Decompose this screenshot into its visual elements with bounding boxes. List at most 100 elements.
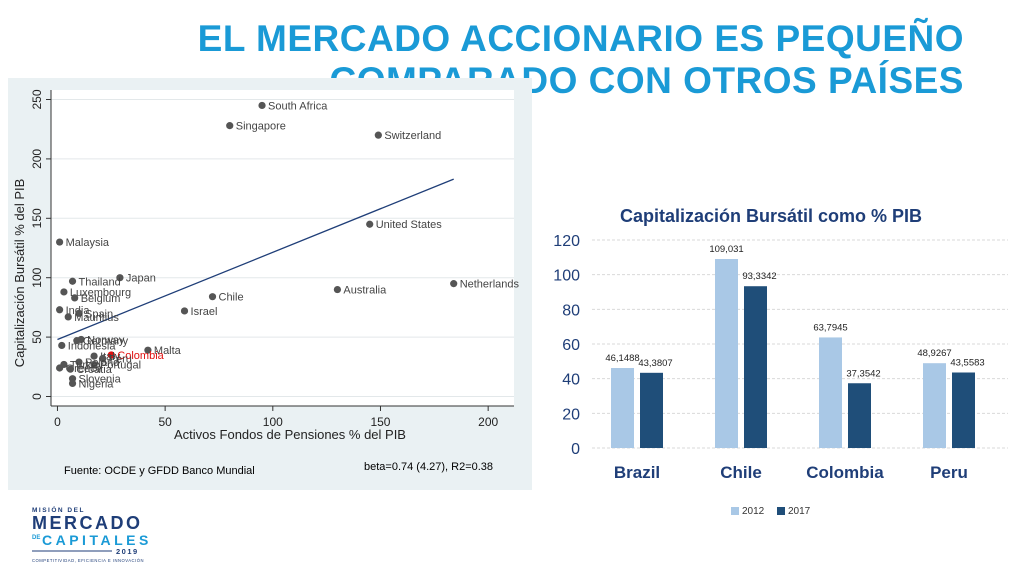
y-tick-label: 250 [30,89,44,109]
bar-value-label: 43,3807 [638,358,672,369]
point-label: Germany [83,336,129,348]
bar-2017 [744,286,767,448]
bar-value-label: 37,3542 [846,368,880,379]
y-tick-label: 20 [562,406,580,423]
point-label: Slovenia [79,374,122,386]
point-label: Chile [219,292,244,304]
point-label: Mauritius [74,312,119,324]
x-tick-label: 100 [263,415,283,429]
data-point [56,238,64,246]
logo-line-2: MERCADO [32,513,143,533]
x-tick-label: 150 [370,415,390,429]
slide-title: EL MERCADO ACCIONARIO ES PEQUEÑO COMPARA… [198,18,964,102]
category-label: Chile [720,463,762,482]
mision-mercado-capitales-logo: MISIÓN DEL MERCADO DE CAPITALES 2019 COM… [30,505,170,571]
legend-label: 2012 [742,506,765,517]
logo-line-1: MISIÓN DEL [32,505,85,514]
bar-value-label: 43,5583 [950,357,984,368]
data-point [144,346,152,354]
data-point [180,307,189,315]
data-point [66,365,74,373]
data-point [226,122,234,130]
point-label: Thailand [79,276,121,288]
point-label: Greece [66,363,102,375]
x-tick-label: 50 [158,415,172,429]
y-tick-label: 100 [553,268,580,285]
point-label: Nigeria [79,378,115,390]
data-point [107,351,115,359]
point-label: Israel [191,306,218,318]
x-tick-label: 0 [54,415,61,429]
scatter-chart-panel: 0 50 100 150 200 250 0 50 100 150 200 South Africa… [8,78,532,490]
y-tick-label: 60 [562,337,580,354]
y-tick-label: 0 [30,393,44,400]
data-point [75,358,83,366]
data-point [99,354,107,363]
y-tick-label: 200 [30,149,44,169]
bar-value-label: 63,7945 [813,322,847,333]
logo-line-4: CAPITALES [42,532,152,548]
legend-swatch [731,507,739,515]
bar-2012 [715,259,738,448]
data-point [58,341,66,350]
point-label: Colombia [117,350,164,362]
legend-swatch [777,507,785,515]
bar-value-label: 93,3342 [742,271,776,282]
data-point [333,285,342,294]
point-label: Turkey [70,359,104,371]
data-point [366,220,374,228]
point-label: Belgium [81,293,121,305]
bar-chart-panel: Capitalización Bursátil como % PIB 0 20 40… [540,196,1010,532]
data-point [90,352,98,360]
fit-line [57,178,454,341]
logo-line-3: DE [32,535,40,541]
y-tick-label: 120 [553,233,580,250]
data-point [208,293,217,301]
y-tick-label: 80 [562,302,580,319]
point-label: Indonesia [68,340,117,352]
legend-label: 2017 [788,506,811,517]
point-label: Malta [154,345,182,357]
scatter-chart: 0 50 100 150 200 250 0 50 100 150 200 South Africa… [12,89,520,477]
point-label: Switzerland [384,130,441,142]
data-point [450,280,458,288]
bar-value-label: 109,031 [709,244,743,255]
point-label: Netherlands [460,279,520,291]
category-label: Brazil [614,463,660,482]
point-label: Japan [126,273,156,285]
point-label: Peru [109,353,132,365]
data-point [71,294,79,302]
point-label: Croatia [76,364,112,376]
point-label: Malaysia [66,237,110,249]
point-label: Australia [343,285,387,297]
data-point [56,306,64,314]
y-tick-label: 100 [30,267,44,287]
title-line-1: EL MERCADO ACCIONARIO ES PEQUEÑO [197,18,964,59]
data-point [258,101,266,110]
data-point [64,313,72,321]
y-axis-label: Capitalización Bursátil % del PIB [12,179,27,368]
data-point [68,379,77,388]
logo-line-6: COMPETITIVIDAD, EFICIENCIA E INNOVACIÓN [32,558,144,563]
point-label: Norway [87,334,125,346]
bar-value-label: 46,1488 [605,353,639,364]
y-tick-label: 40 [562,372,580,389]
bar-2012 [819,337,842,448]
point-label: Spain [85,308,113,320]
data-point [56,364,64,372]
y-tick-label: 50 [30,330,44,344]
bar-2012 [923,363,946,448]
data-point [90,360,98,369]
logo-graphic: MISIÓN DEL MERCADO DE CAPITALES 2019 COM… [32,505,152,563]
bar-2017 [640,372,663,448]
category-label: Colombia [806,463,884,482]
bar-2017 [952,372,975,448]
point-label: Luxembourg [70,287,131,299]
y-tick-label: 0 [571,441,580,458]
x-tick-label: 200 [478,415,498,429]
category-label: Peru [930,463,968,482]
point-label: South Africa [268,100,328,112]
bar-value-label: 48,9267 [917,348,951,359]
data-point [116,274,124,282]
data-point [374,131,382,139]
